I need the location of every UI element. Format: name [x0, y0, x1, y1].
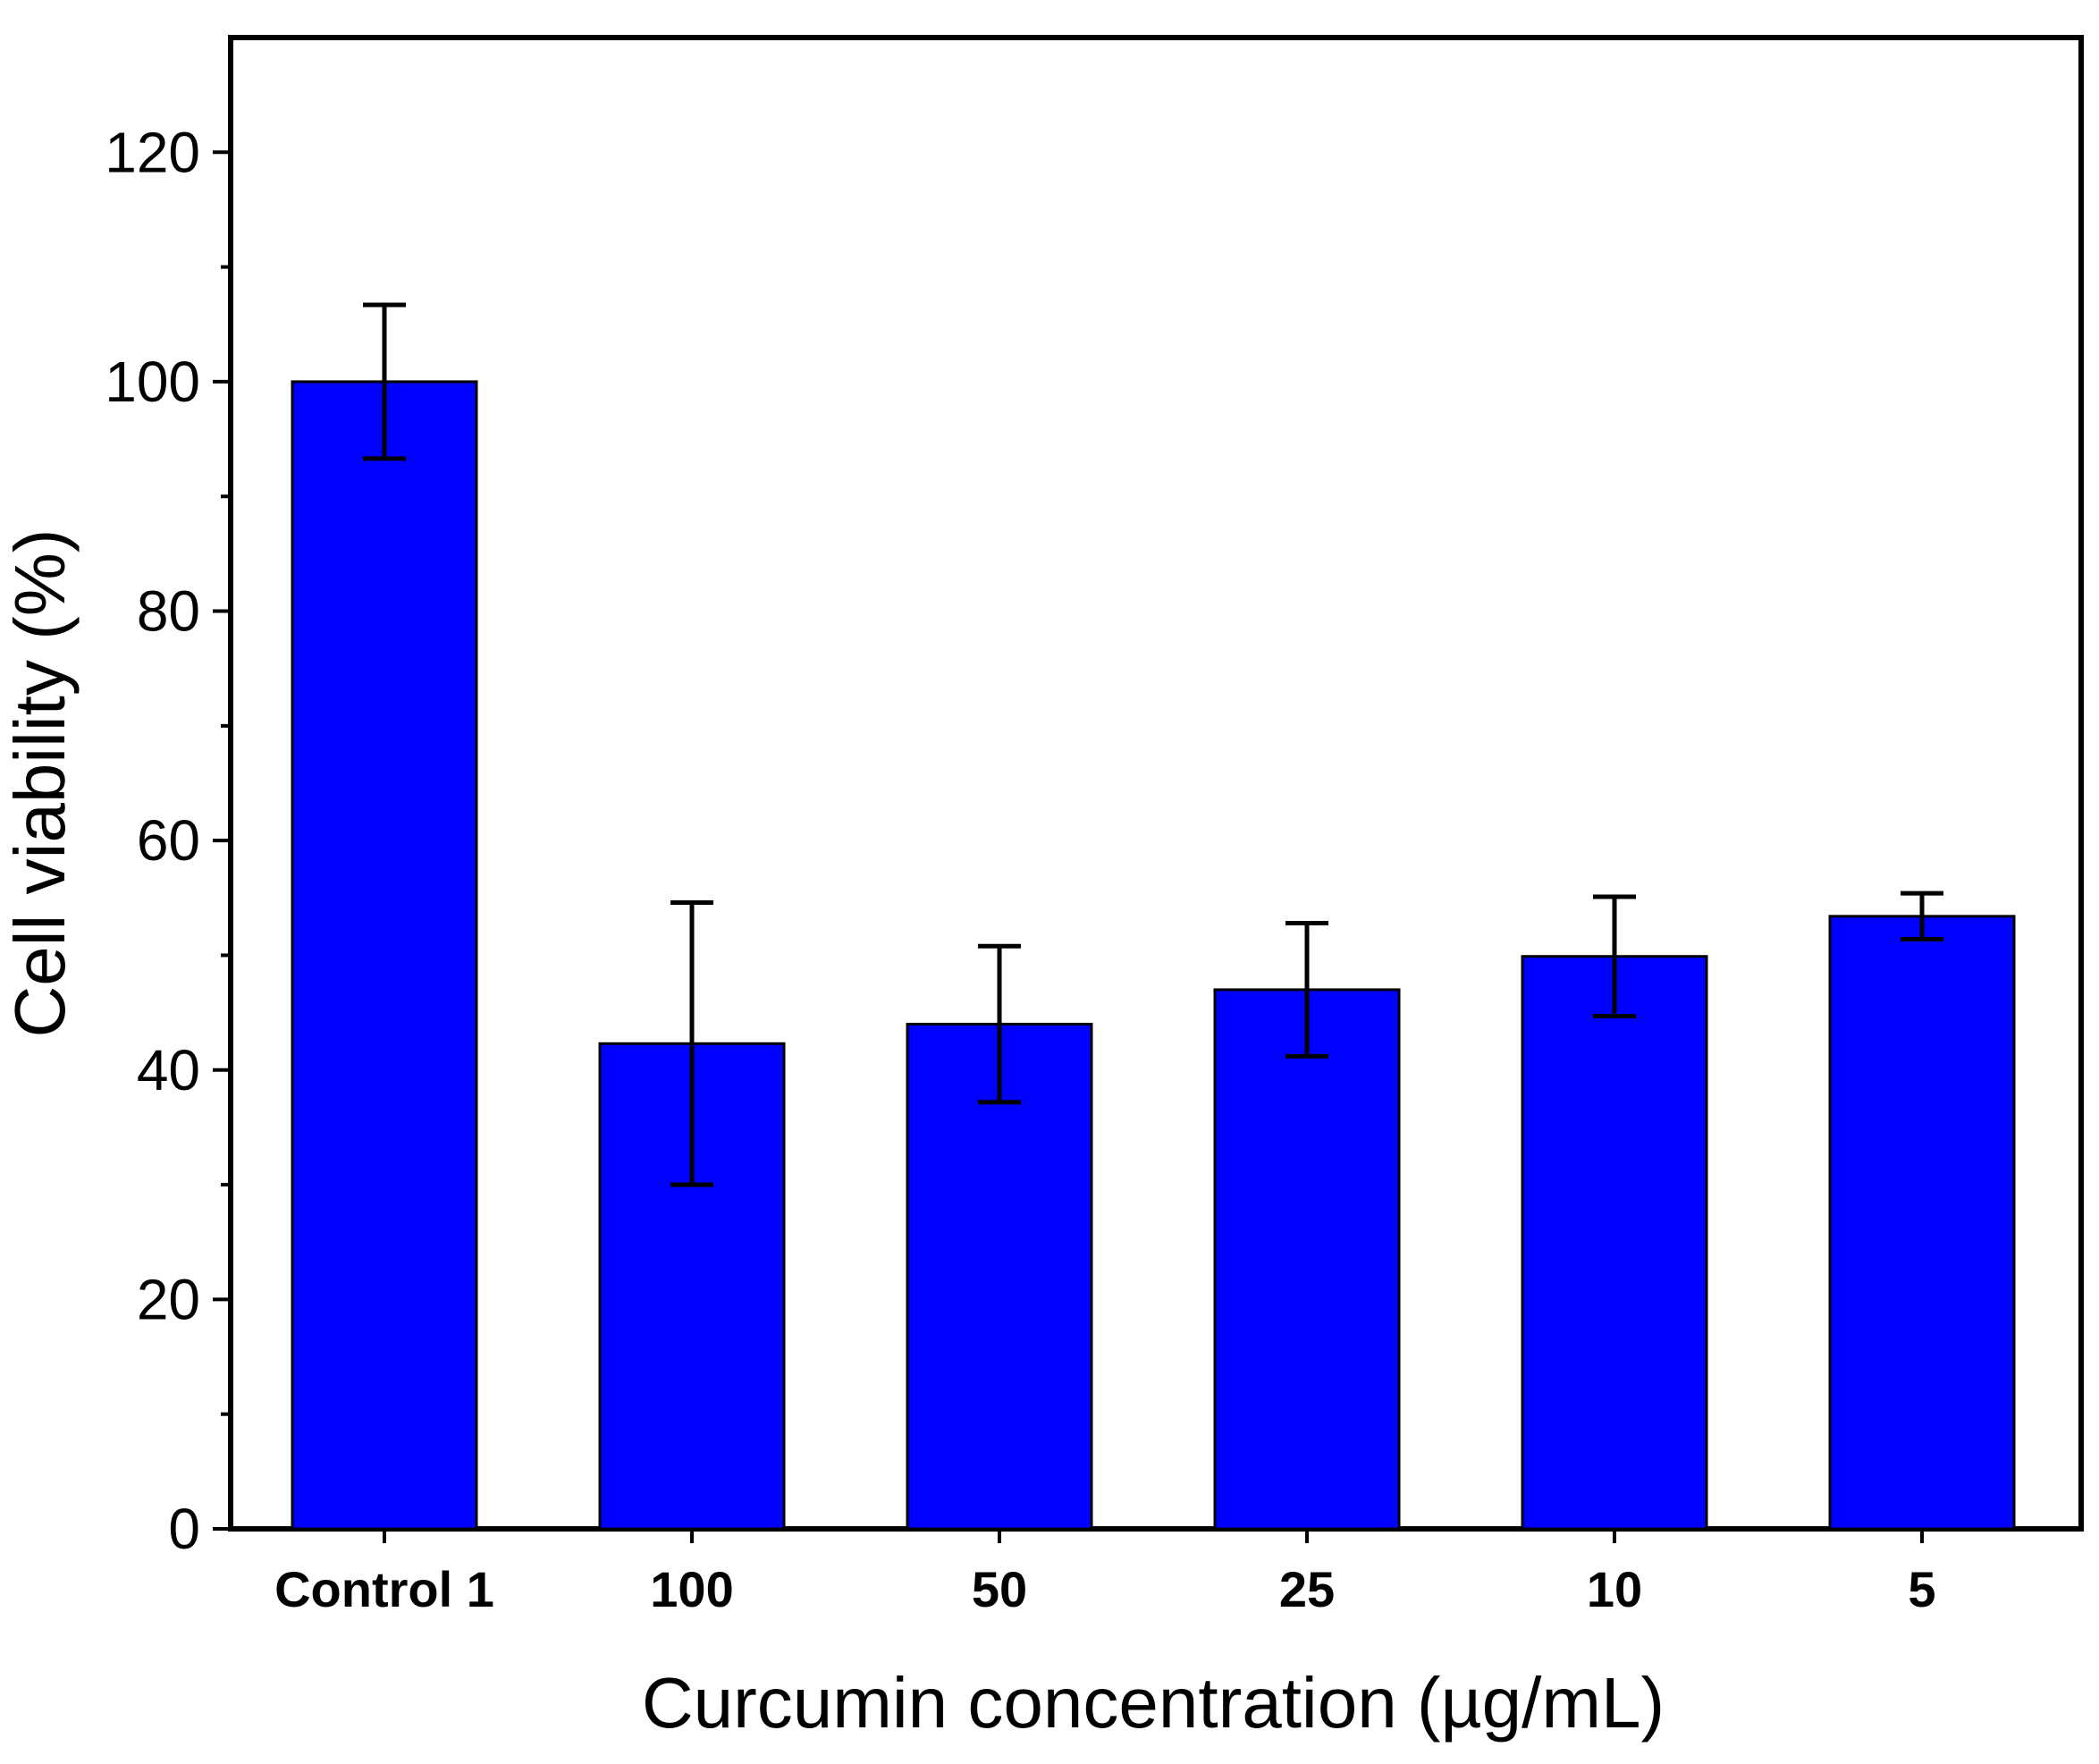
y-tick-label-4: 80 — [137, 579, 200, 644]
bar-0 — [291, 380, 478, 1531]
x-tick-label-0: Control 1 — [274, 1561, 494, 1617]
bars-layer — [291, 380, 2016, 1531]
y-tick-label-5: 100 — [105, 350, 200, 414]
x-tick-label-1: 100 — [650, 1561, 733, 1617]
x-tick-label-2: 50 — [972, 1561, 1027, 1617]
y-tick-label-0: 0 — [168, 1497, 200, 1561]
y-tick-label-6: 120 — [105, 120, 200, 184]
x-tick-label-5: 5 — [1908, 1561, 1935, 1617]
x-axis-title: Curcumin concentration (µg/mL) — [642, 1663, 1665, 1743]
y-axis: 0 20 40 60 80 100 120 — [105, 120, 231, 1561]
bar-2 — [906, 1022, 1093, 1531]
y-axis-title: Cell viability (%) — [0, 529, 80, 1038]
plot-frame — [228, 35, 2084, 1532]
x-axis: Control 1 100 50 25 10 5 — [274, 1529, 1936, 1617]
bar-4 — [1521, 955, 1708, 1531]
x-tick-label-4: 10 — [1587, 1561, 1642, 1617]
bar-5 — [1828, 915, 2016, 1531]
y-tick-label-2: 40 — [137, 1038, 200, 1102]
y-tick-label-3: 60 — [137, 808, 200, 873]
x-tick-label-3: 25 — [1279, 1561, 1335, 1617]
bar-3 — [1213, 988, 1401, 1531]
error-bars-layer — [363, 302, 1943, 1187]
y-tick-label-1: 20 — [137, 1267, 200, 1331]
